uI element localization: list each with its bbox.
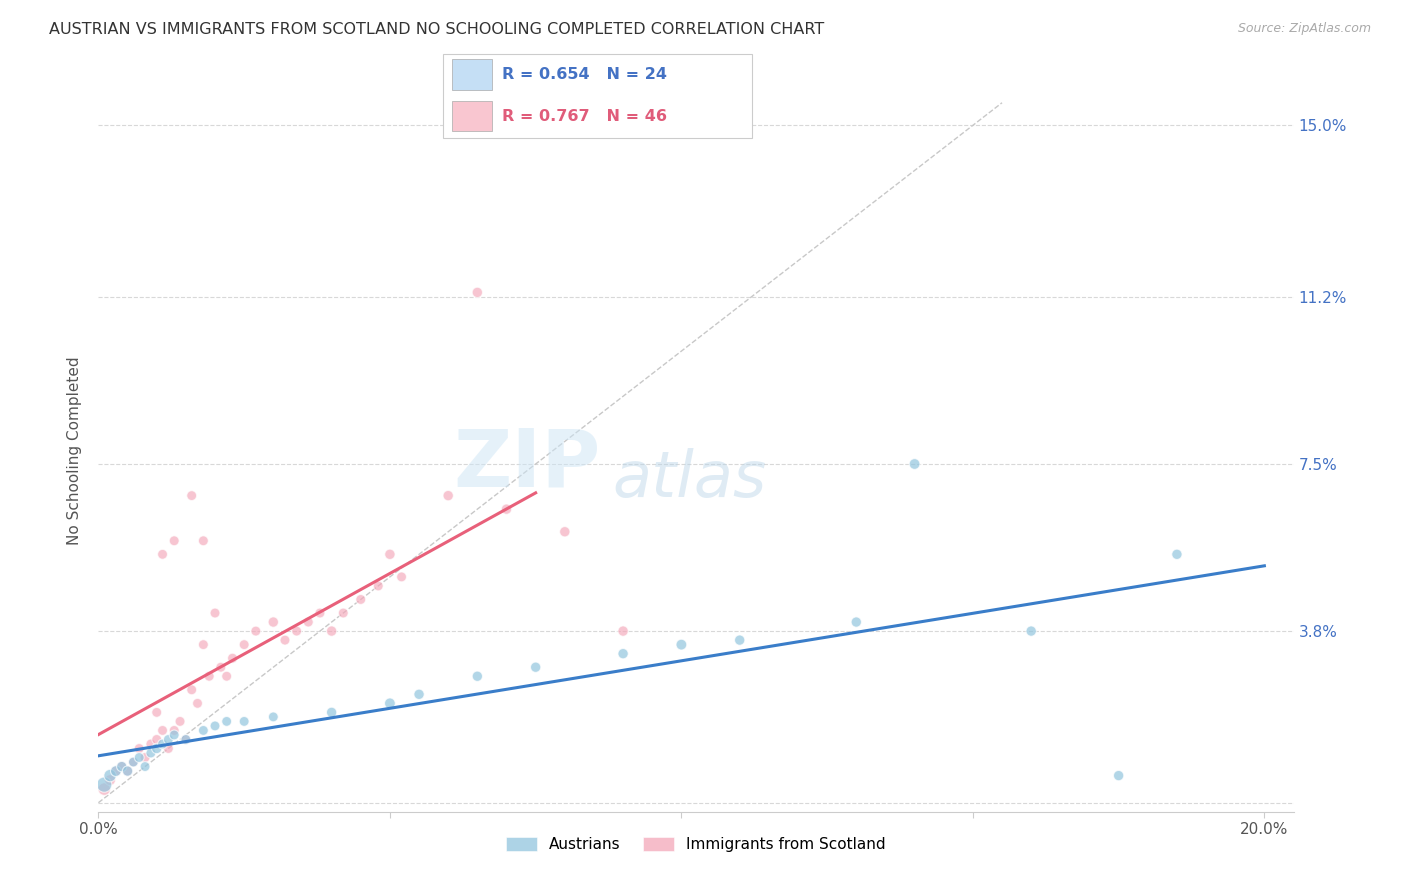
Point: [180, 682, 202, 697]
FancyBboxPatch shape: [443, 54, 752, 138]
Text: R = 0.654   N = 24: R = 0.654 N = 24: [502, 67, 666, 82]
Point: [93, 778, 115, 792]
Point: [495, 502, 517, 516]
Point: [321, 624, 343, 639]
Point: [145, 741, 167, 756]
Point: [612, 647, 634, 661]
Point: [174, 732, 197, 747]
Point: [408, 687, 430, 701]
Point: [145, 732, 167, 747]
Point: [193, 723, 215, 738]
Point: [215, 714, 238, 729]
Point: [262, 615, 284, 629]
Point: [117, 764, 139, 778]
Point: [367, 579, 389, 593]
Point: [221, 651, 243, 665]
Point: [391, 570, 413, 584]
Point: [378, 696, 401, 710]
Text: atlas: atlas: [613, 449, 766, 510]
Point: [98, 773, 121, 788]
Point: [262, 710, 284, 724]
Point: [1166, 547, 1188, 561]
Point: [134, 750, 156, 764]
Point: [180, 489, 202, 503]
Legend: Austrians, Immigrants from Scotland: Austrians, Immigrants from Scotland: [501, 831, 891, 858]
Text: Source: ZipAtlas.com: Source: ZipAtlas.com: [1237, 22, 1371, 36]
Point: [111, 759, 134, 773]
Point: [233, 638, 256, 652]
Point: [111, 759, 134, 773]
Point: [134, 759, 156, 773]
Point: [193, 533, 215, 548]
Point: [309, 606, 332, 620]
Point: [198, 669, 221, 683]
Point: [350, 592, 373, 607]
Point: [612, 624, 634, 639]
Point: [139, 737, 162, 751]
Point: [163, 728, 186, 742]
Point: [93, 782, 115, 797]
Point: [285, 624, 308, 639]
Point: [204, 606, 226, 620]
Point: [186, 696, 208, 710]
Point: [215, 669, 238, 683]
Point: [671, 638, 693, 652]
Point: [169, 714, 191, 729]
Point: [128, 741, 150, 756]
Point: [152, 737, 174, 751]
Text: R = 0.767   N = 46: R = 0.767 N = 46: [502, 109, 666, 124]
Point: [98, 769, 121, 783]
Point: [122, 755, 145, 769]
Point: [274, 633, 297, 648]
Point: [163, 533, 186, 548]
Point: [104, 764, 127, 778]
Point: [163, 723, 186, 738]
Point: [903, 457, 925, 471]
Point: [157, 741, 180, 756]
Point: [174, 732, 197, 747]
Point: [437, 489, 460, 503]
Y-axis label: No Schooling Completed: No Schooling Completed: [67, 356, 83, 545]
Point: [321, 706, 343, 720]
Bar: [453, 60, 492, 90]
Point: [204, 719, 226, 733]
Point: [524, 660, 547, 674]
Text: ZIP: ZIP: [453, 425, 600, 504]
Point: [245, 624, 267, 639]
Point: [145, 706, 167, 720]
Point: [152, 547, 174, 561]
Point: [467, 669, 489, 683]
Point: [728, 633, 751, 648]
Point: [1108, 769, 1130, 783]
Point: [1019, 624, 1042, 639]
Text: AUSTRIAN VS IMMIGRANTS FROM SCOTLAND NO SCHOOLING COMPLETED CORRELATION CHART: AUSTRIAN VS IMMIGRANTS FROM SCOTLAND NO …: [49, 22, 824, 37]
Point: [332, 606, 354, 620]
Point: [157, 732, 180, 747]
Point: [152, 723, 174, 738]
Point: [233, 714, 256, 729]
Point: [193, 638, 215, 652]
Point: [209, 660, 232, 674]
Point: [845, 615, 868, 629]
Point: [139, 746, 162, 760]
Point: [122, 755, 145, 769]
Point: [297, 615, 319, 629]
Point: [104, 764, 127, 778]
Point: [554, 524, 576, 539]
Point: [378, 547, 401, 561]
Point: [128, 750, 150, 764]
Bar: [453, 101, 492, 131]
Point: [467, 285, 489, 300]
Point: [117, 764, 139, 778]
